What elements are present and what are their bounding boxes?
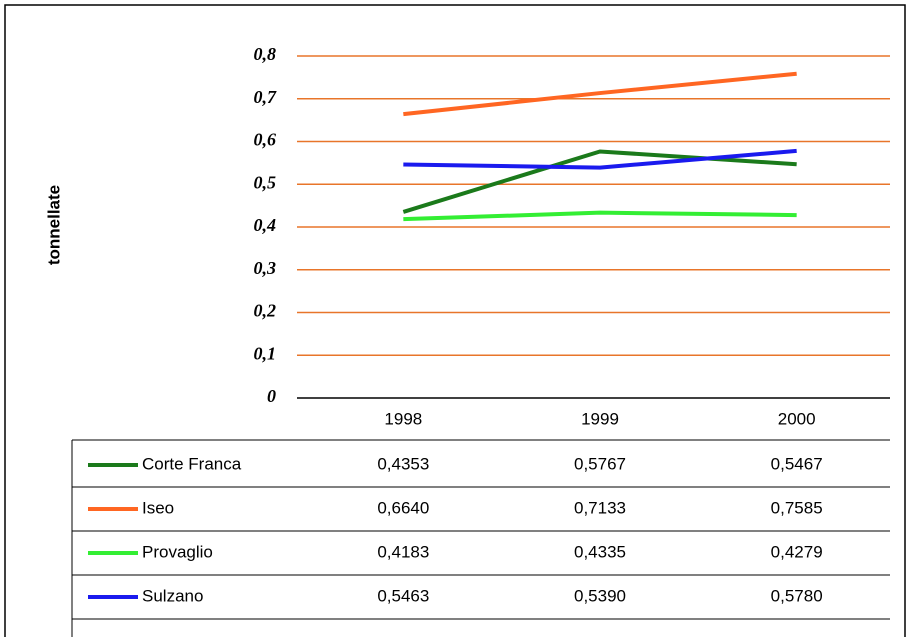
y-tick-label: 0,2 <box>254 301 277 321</box>
y-tick-label: 0,5 <box>254 172 277 192</box>
x-tick-label: 1999 <box>581 409 619 428</box>
legend-label: Provaglio <box>142 542 213 561</box>
y-tick-label: 0,8 <box>254 44 277 64</box>
table-cell: 0,4353 <box>377 454 429 473</box>
series-line <box>403 71 797 117</box>
y-tick-label: 0,4 <box>254 215 277 235</box>
y-tick-label: 0 <box>267 386 276 406</box>
frame <box>4 4 906 637</box>
x-tick-label: 1998 <box>384 409 422 428</box>
series-line <box>403 210 797 222</box>
x-tick-label: 2000 <box>778 409 816 428</box>
table-cell: 0,7133 <box>574 498 626 517</box>
table-cell: 0,5467 <box>771 454 823 473</box>
table-cell: 0,5390 <box>574 586 626 605</box>
table-cell: 0,4183 <box>377 542 429 561</box>
y-tick-label: 0,6 <box>254 130 277 150</box>
y-tick-label: 0,1 <box>254 343 277 363</box>
legend-label: Corte Franca <box>142 454 242 473</box>
table-cell: 0,6640 <box>377 498 429 517</box>
table-cell: 0,5767 <box>574 454 626 473</box>
table-cell: 0,4335 <box>574 542 626 561</box>
table-cell: 0,5463 <box>377 586 429 605</box>
legend-label: Sulzano <box>142 586 203 605</box>
y-tick-label: 0,3 <box>254 258 277 278</box>
series-line <box>402 149 797 214</box>
series-line <box>403 148 797 170</box>
table-cell: 0,5780 <box>771 586 823 605</box>
table-cell: 0,4279 <box>771 542 823 561</box>
legend-label: Iseo <box>142 498 174 517</box>
y-axis-label: tonnellate <box>44 185 63 265</box>
table-cell: 0,7585 <box>771 498 823 517</box>
y-tick-label: 0,7 <box>254 87 278 107</box>
